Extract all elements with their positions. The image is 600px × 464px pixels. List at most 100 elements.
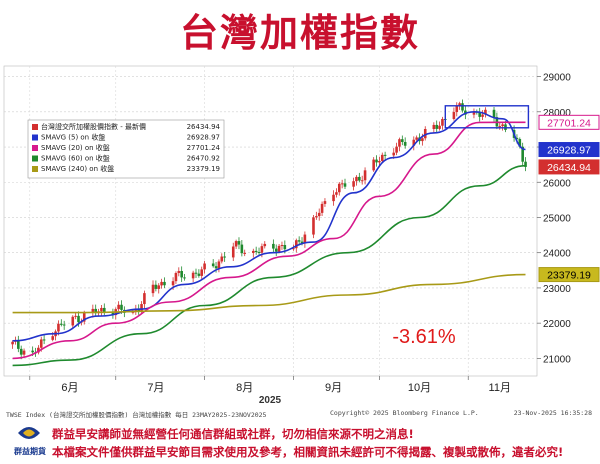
candle-body xyxy=(42,339,46,341)
candle-body xyxy=(472,111,476,115)
legend-label: SMAVG (60) on 收盤 xyxy=(41,154,110,163)
candle-body xyxy=(383,154,387,156)
legend-value: 27701.24 xyxy=(187,144,221,152)
logo-text: 群益期貨 xyxy=(14,447,46,456)
sma-line xyxy=(12,164,526,367)
candle-body xyxy=(498,126,502,128)
x-tick-label: 8月 xyxy=(236,382,253,394)
footer-timestamp: 23-Nov-2025 16:35:28 xyxy=(513,409,592,417)
candle-body xyxy=(260,246,264,253)
candle-body xyxy=(22,350,26,355)
candle-body xyxy=(154,284,158,289)
candle-body xyxy=(272,243,275,249)
candle-body xyxy=(171,281,175,286)
candle-body xyxy=(274,248,278,252)
last-value-label: 26928.97 xyxy=(547,145,591,157)
candle-body xyxy=(435,124,439,129)
legend-value: 23379.19 xyxy=(187,165,220,173)
candle-body xyxy=(294,240,298,249)
last-value-label: 23379.19 xyxy=(547,270,591,282)
candle-body xyxy=(263,243,267,247)
candle-body xyxy=(252,250,255,253)
candle-body xyxy=(501,124,504,127)
candle-body xyxy=(518,139,522,147)
last-value-box xyxy=(538,142,600,158)
candle-body xyxy=(441,118,444,126)
candle-body xyxy=(160,281,163,286)
plot-area xyxy=(3,65,538,377)
candle-body xyxy=(300,241,304,244)
candle-body xyxy=(31,350,34,353)
legend-swatch xyxy=(32,166,38,172)
logo-mark-icon xyxy=(18,427,40,439)
candle-body xyxy=(234,241,238,247)
candle-body xyxy=(60,323,63,325)
candle-body xyxy=(140,304,143,311)
candle-body xyxy=(360,180,364,182)
candle-body xyxy=(71,316,75,326)
candle-body xyxy=(312,217,315,235)
y-tick-label: 29000 xyxy=(543,73,571,84)
candle-body xyxy=(19,348,23,355)
candle-body xyxy=(455,105,459,113)
y-tick-label: 24000 xyxy=(543,249,571,260)
candle-body xyxy=(392,152,396,156)
y-tick-label: 23000 xyxy=(543,284,571,295)
candle-body xyxy=(200,269,204,276)
candle-body xyxy=(438,125,441,129)
candle-body xyxy=(461,103,464,111)
candle-body xyxy=(174,273,178,282)
legend-swatch xyxy=(32,145,38,151)
candle-body xyxy=(82,313,86,322)
candle-body xyxy=(62,324,66,326)
candle-body xyxy=(223,256,226,258)
y-tick-label: 26000 xyxy=(543,178,571,189)
candle-body xyxy=(303,234,307,244)
sma-line xyxy=(12,273,526,314)
candle-body xyxy=(39,339,43,348)
x-tick-label: 6月 xyxy=(61,382,78,394)
page-title: 台灣加權指數 xyxy=(179,11,420,55)
candle-body xyxy=(337,183,341,193)
candle-body xyxy=(157,285,161,289)
legend-swatch xyxy=(32,124,38,130)
candle-body xyxy=(478,112,481,117)
candle-body xyxy=(421,138,424,142)
legend-label: SMAVG (5) on 收盤 xyxy=(41,133,105,142)
legend-frame xyxy=(27,119,225,179)
plot-frame xyxy=(3,65,538,377)
company-logo: 群益期貨 xyxy=(8,423,52,459)
candle-body xyxy=(492,109,496,118)
candle-body xyxy=(151,284,155,294)
candle-body xyxy=(358,176,361,181)
candle-body xyxy=(343,183,347,187)
footer-copyright: Copyright© 2025 Bloomberg Finance L.P. xyxy=(330,409,479,417)
candle-body xyxy=(203,263,206,270)
candle-body xyxy=(423,129,427,139)
legend-swatch xyxy=(32,155,38,162)
legend-value: 26434.94 xyxy=(187,123,221,131)
candle-body xyxy=(432,124,436,130)
candle-body xyxy=(515,137,519,140)
candle-body xyxy=(220,256,224,262)
year-label: 2025 xyxy=(259,395,282,406)
candle-body xyxy=(403,141,407,146)
candle-body xyxy=(292,248,295,250)
candle-body xyxy=(214,266,218,269)
candle-body xyxy=(335,192,338,195)
candle-body xyxy=(352,181,355,187)
candle-body xyxy=(183,277,186,279)
candle-body xyxy=(11,341,14,345)
candle-body xyxy=(120,304,123,310)
change-label: -3.61% xyxy=(392,326,456,348)
disclaimer-line-2: 本檔案文件僅供群益早安節目需求使用及參考，相關資訊未經許可不得揭露、複製或散佈，… xyxy=(52,445,564,459)
candle-body xyxy=(395,146,398,153)
candle-body xyxy=(317,212,321,217)
candle-body xyxy=(315,216,318,218)
legend-value: 26470.92 xyxy=(187,155,220,163)
candle-body xyxy=(363,170,367,181)
sma-line xyxy=(12,110,526,342)
candle-body xyxy=(37,347,40,353)
last-value-box xyxy=(538,114,600,130)
candle-body xyxy=(177,270,181,274)
